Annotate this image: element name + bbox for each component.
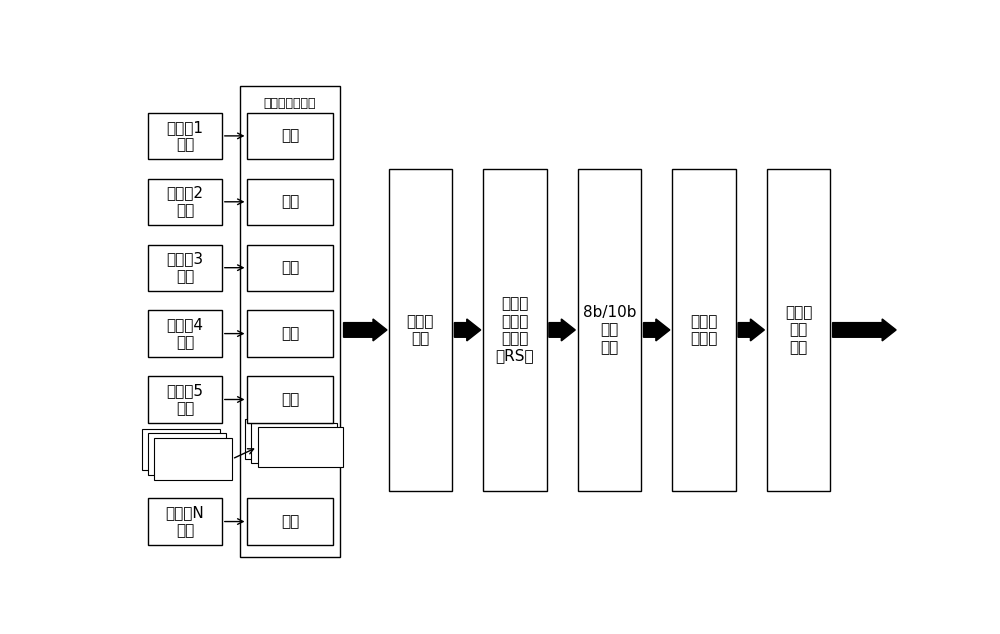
Bar [148, 113, 222, 159]
Polygon shape [643, 319, 670, 341]
Bar [148, 245, 222, 291]
Bar [154, 438, 232, 480]
Bar [148, 179, 222, 225]
Bar [767, 169, 830, 491]
Text: 串口: 串口 [281, 392, 299, 407]
Text: 单端转
差分
模块: 单端转 差分 模块 [785, 305, 812, 355]
Text: 数据源5
串口: 数据源5 串口 [167, 384, 204, 416]
Text: 数据源4
串口: 数据源4 串口 [167, 318, 204, 350]
Bar [148, 377, 222, 423]
Text: 数据源1
串口: 数据源1 串口 [167, 120, 204, 152]
Bar [388, 169, 452, 491]
Bar [247, 245, 333, 291]
Text: 串口: 串口 [281, 326, 299, 341]
Bar [245, 419, 330, 459]
Bar [672, 169, 736, 491]
Text: 8b/10b
编码
模块: 8b/10b 编码 模块 [583, 305, 636, 355]
Bar [251, 423, 337, 463]
Text: 并串转
换模块: 并串转 换模块 [690, 314, 718, 346]
Polygon shape [738, 319, 764, 341]
Text: 里德所
罗门编
码模块
（RS）: 里德所 罗门编 码模块 （RS） [496, 296, 534, 363]
Bar [148, 498, 222, 545]
Bar [247, 498, 333, 545]
Text: 串口: 串口 [281, 194, 299, 209]
Text: 数据源N
串口: 数据源N 串口 [166, 505, 204, 538]
Text: 管理及超时模块: 管理及超时模块 [264, 96, 316, 110]
Text: 数据源3
串口: 数据源3 串口 [166, 252, 204, 284]
Polygon shape [344, 319, 387, 341]
Text: 数据源2
串口: 数据源2 串口 [167, 186, 204, 218]
Text: 串口: 串口 [281, 260, 299, 275]
Bar [247, 113, 333, 159]
Bar [148, 434, 226, 475]
Bar [142, 429, 220, 470]
Bar [247, 179, 333, 225]
Bar [240, 86, 340, 557]
Bar [148, 311, 222, 357]
Bar [247, 377, 333, 423]
Bar [258, 427, 343, 467]
Polygon shape [549, 319, 575, 341]
Bar [483, 169, 547, 491]
Text: 串口: 串口 [281, 514, 299, 529]
Polygon shape [454, 319, 481, 341]
Bar [578, 169, 641, 491]
Text: 串口: 串口 [281, 128, 299, 143]
Bar [247, 311, 333, 357]
Text: 包生成
模块: 包生成 模块 [407, 314, 434, 346]
Polygon shape [833, 319, 896, 341]
